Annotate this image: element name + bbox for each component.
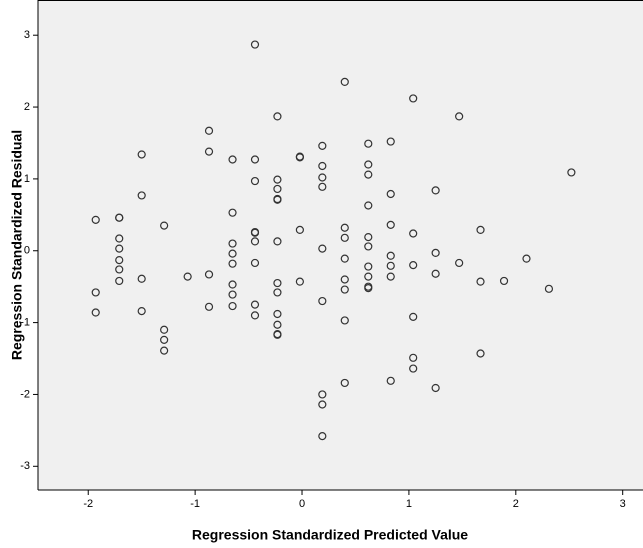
y-tick-label: -1 xyxy=(20,317,30,329)
y-tick-label: -3 xyxy=(20,460,30,472)
y-tick-label: -2 xyxy=(20,388,30,400)
x-tick-label: -1 xyxy=(190,498,200,510)
y-tick-label: 2 xyxy=(24,101,30,113)
y-tick-label: 0 xyxy=(24,245,30,257)
x-tick-label: 3 xyxy=(620,498,626,510)
y-tick-label: 1 xyxy=(24,173,30,185)
chart: Regression Standardized Predicted Value … xyxy=(0,0,643,548)
x-tick-label: 1 xyxy=(406,498,412,510)
x-axis-title: Regression Standardized Predicted Value xyxy=(192,527,468,543)
page: {"chart_data": {"type": "scatter", "x_la… xyxy=(0,0,643,548)
plot-area xyxy=(38,0,643,490)
x-tick-label: -2 xyxy=(83,498,93,510)
x-tick-label: 2 xyxy=(513,498,519,510)
x-tick-label: 0 xyxy=(299,498,305,510)
y-tick-label: 3 xyxy=(24,29,30,41)
